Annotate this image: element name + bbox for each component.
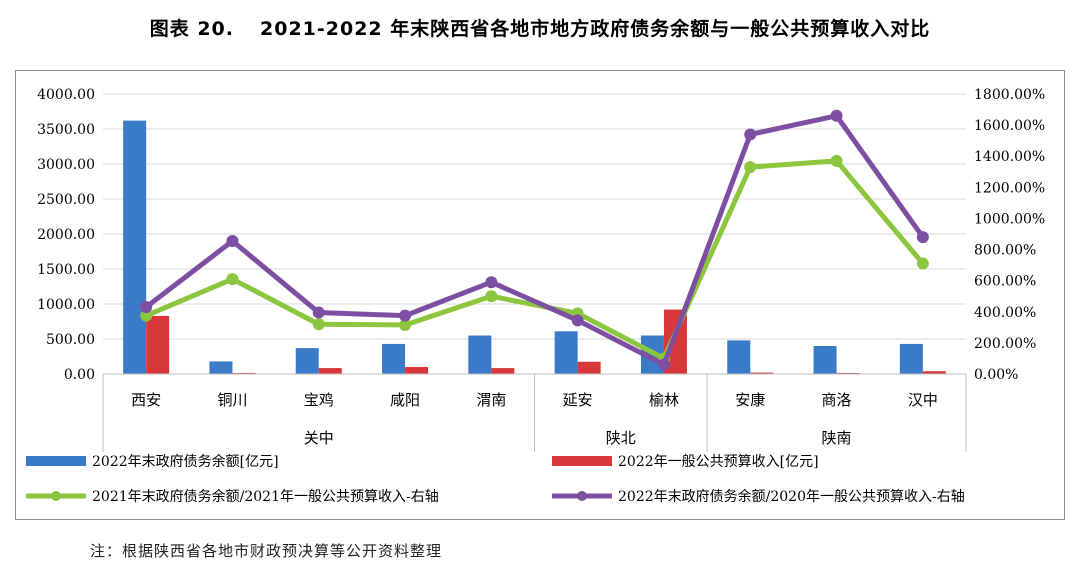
y-right-tick-label: 800.00% bbox=[974, 243, 1036, 259]
marker-2022-ratio bbox=[312, 306, 325, 319]
y-left-tick-label: 0.00 bbox=[64, 367, 95, 383]
y-left-tick-label: 500.00 bbox=[46, 332, 95, 348]
legend-label: 2022年末政府债务余额/2020年一般公共预算收入-右轴 bbox=[618, 488, 965, 505]
combo-chart: 0.00 500.00 1000.00 1500.00 2000.00 2500.00 30… bbox=[26, 87, 1045, 505]
legend-label: 2022年一般公共预算收入[亿元] bbox=[618, 454, 819, 470]
category-label: 铜川 bbox=[217, 391, 247, 409]
bar-revenue bbox=[232, 372, 256, 374]
bar-debt bbox=[813, 346, 837, 374]
bar-revenue bbox=[318, 368, 342, 374]
bar-debt bbox=[554, 331, 578, 374]
marker-2022-ratio bbox=[399, 309, 412, 322]
marker-2021-ratio bbox=[830, 154, 843, 167]
legend-label: 2021年末政府债务余额/2021年一般公共预算收入-右轴 bbox=[92, 488, 439, 505]
y-left-tick-label: 3500.00 bbox=[37, 122, 95, 138]
y-right-tick-label: 400.00% bbox=[974, 305, 1036, 321]
marker-2022-ratio bbox=[657, 358, 670, 371]
y-right-tick-label: 0.00% bbox=[974, 367, 1018, 383]
legend-label: 2022年末政府债务余额[亿元] bbox=[92, 453, 279, 470]
bar-revenue bbox=[405, 367, 429, 374]
y-right-tick-label: 200.00% bbox=[974, 336, 1036, 352]
y-right-tick-label: 600.00% bbox=[974, 274, 1036, 290]
bar-revenue bbox=[577, 361, 601, 374]
category-label: 宝鸡 bbox=[304, 391, 334, 409]
bar-revenue bbox=[922, 371, 946, 374]
y-left-tick-label: 1500.00 bbox=[37, 262, 95, 278]
y-left-tick-label: 4000.00 bbox=[37, 87, 95, 103]
marker-2022-ratio bbox=[226, 235, 239, 247]
marker-2021-ratio bbox=[140, 309, 153, 322]
marker-2021-ratio bbox=[312, 318, 325, 331]
group-label: 陕北 bbox=[606, 429, 636, 447]
bar-revenue bbox=[750, 372, 774, 374]
marker-2022-ratio bbox=[830, 109, 843, 122]
legend-swatch-debt bbox=[26, 456, 86, 466]
bar-revenue bbox=[146, 315, 170, 374]
legend-swatch-revenue bbox=[552, 456, 612, 466]
y-right-tick-label: 1600.00% bbox=[974, 118, 1045, 134]
bar-debt bbox=[209, 361, 233, 374]
category-label: 渭南 bbox=[476, 391, 506, 409]
source-note: 注：根据陕西省各地市财政预决算等公开资料整理 bbox=[90, 542, 443, 560]
marker-2022-ratio bbox=[744, 128, 757, 141]
y-left-tick-label: 1000.00 bbox=[37, 297, 95, 313]
legend-marker-2022-ratio bbox=[577, 491, 587, 501]
series-line-2022-ratio bbox=[143, 113, 926, 368]
group-label: 陕南 bbox=[822, 429, 852, 447]
bar-revenue bbox=[836, 372, 860, 374]
category-label: 商洛 bbox=[822, 391, 852, 409]
marker-2022-ratio bbox=[916, 231, 929, 244]
bar-debt bbox=[295, 348, 319, 374]
bar-debt bbox=[382, 343, 406, 374]
y-right-tick-label: 1200.00% bbox=[974, 180, 1045, 196]
bar-revenue bbox=[491, 368, 515, 374]
y-left-tick-label: 2500.00 bbox=[37, 192, 95, 208]
y-right-tick-label: 1800.00% bbox=[974, 87, 1045, 103]
category-label: 安康 bbox=[735, 391, 765, 409]
group-label: 关中 bbox=[304, 429, 334, 447]
marker-2022-ratio bbox=[571, 314, 584, 327]
legend-marker-2021-ratio bbox=[51, 491, 61, 501]
series-line-2021-ratio bbox=[143, 158, 926, 361]
bar-debt bbox=[727, 340, 751, 374]
marker-2022-ratio bbox=[485, 276, 498, 289]
figure-title: 图表 20. 2021-2022 年末陕西省各地市地方政府债务余额与一般公共预算收… bbox=[0, 14, 1080, 41]
marker-2021-ratio bbox=[485, 290, 498, 303]
marker-2021-ratio bbox=[399, 319, 412, 331]
bar-debt bbox=[468, 335, 492, 374]
category-label: 榆林 bbox=[649, 391, 679, 409]
y-left-tick-label: 3000.00 bbox=[37, 157, 95, 173]
marker-2021-ratio bbox=[744, 161, 757, 174]
figure-label: 图表 20. bbox=[149, 18, 234, 40]
chart-frame: 0.00 500.00 1000.00 1500.00 2000.00 2500.00 30… bbox=[15, 70, 1065, 520]
bar-debt bbox=[123, 120, 147, 374]
marker-2021-ratio bbox=[916, 257, 929, 270]
category-label: 汉中 bbox=[908, 391, 938, 409]
figure-title-text: 2021-2022 年末陕西省各地市地方政府债务余额与一般公共预算收入对比 bbox=[260, 18, 931, 40]
category-label: 咸阳 bbox=[390, 391, 420, 409]
bar-debt bbox=[899, 343, 923, 374]
y-right-tick-label: 1400.00% bbox=[974, 149, 1045, 165]
marker-2021-ratio bbox=[226, 273, 239, 286]
y-left-tick-label: 2000.00 bbox=[37, 227, 95, 243]
category-label: 西安 bbox=[131, 391, 161, 409]
category-label: 延安 bbox=[563, 391, 593, 409]
y-right-tick-label: 1000.00% bbox=[974, 211, 1045, 227]
marker-2022-ratio bbox=[140, 301, 153, 314]
